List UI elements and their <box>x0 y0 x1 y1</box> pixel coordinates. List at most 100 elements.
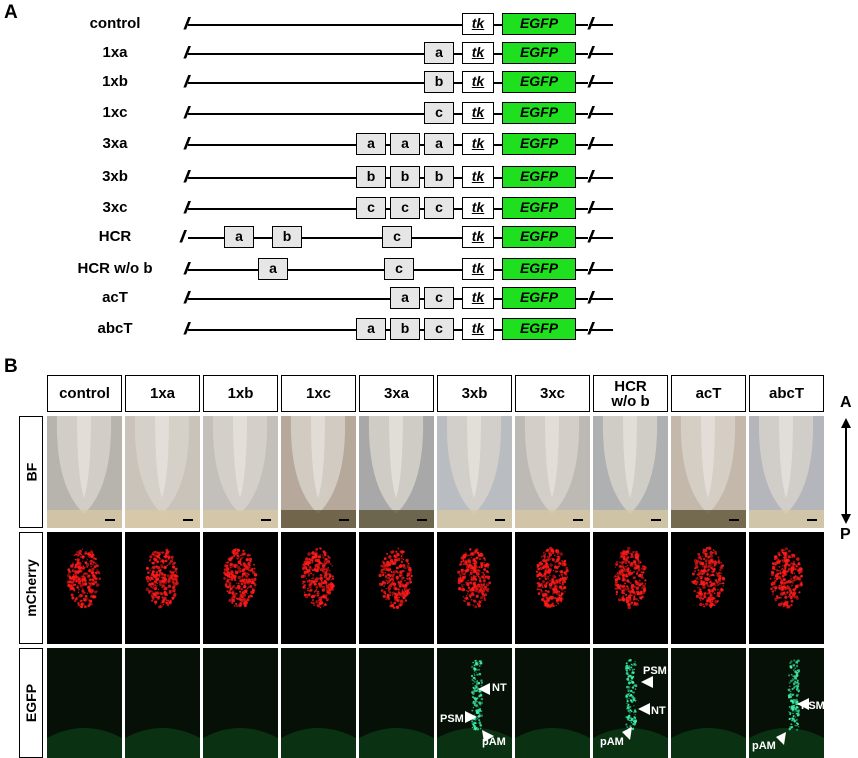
column-header: 3xa <box>359 375 434 412</box>
construct-label: 3xb <box>102 168 128 185</box>
annotation-arrowheads <box>465 676 809 745</box>
arrowhead <box>776 732 786 745</box>
enhancer-element: c <box>424 318 454 340</box>
bf-image <box>749 416 824 528</box>
tk-promoter: tk <box>462 42 494 64</box>
break-mark-left: // <box>184 259 191 279</box>
enhancer-element: c <box>390 197 420 219</box>
tk-promoter: tk <box>462 13 494 35</box>
construct-label: abcT <box>97 320 133 337</box>
construct-row-3xa: 3xa // // a a a tk EGFP <box>0 133 858 157</box>
egfp-gene: EGFP <box>502 166 576 188</box>
break-mark-left: // <box>184 72 191 92</box>
construct-row-1xc: 1xc // // c tk EGFP <box>0 102 858 126</box>
bf-image <box>203 416 278 528</box>
egfp-image <box>515 648 590 758</box>
construct-label: HCR <box>98 228 132 245</box>
break-mark-right: // <box>588 259 595 279</box>
enhancer-element: a <box>424 42 454 64</box>
mcherry-image <box>125 532 200 644</box>
construct-label: HCR w/o b <box>77 260 153 277</box>
construct-row-1xb: 1xb // // b tk EGFP <box>0 71 858 95</box>
tk-promoter: tk <box>462 133 494 155</box>
dna-line <box>188 113 613 115</box>
dna-line <box>188 24 613 26</box>
tk-promoter: tk <box>462 102 494 124</box>
enhancer-element: a <box>424 133 454 155</box>
break-mark-left: // <box>184 43 191 63</box>
arrowhead <box>797 698 809 710</box>
break-mark-left: // <box>184 198 191 218</box>
break-mark-right: // <box>588 134 595 154</box>
construct-label: control <box>89 15 141 32</box>
construct-row-control: control // // tk EGFP <box>0 13 858 37</box>
arrowhead <box>478 683 490 695</box>
bf-image <box>437 416 512 528</box>
column-header: acT <box>671 375 746 412</box>
column-header: control <box>47 375 122 412</box>
anno-psm: PSM <box>440 713 464 725</box>
egfp-gene: EGFP <box>502 71 576 93</box>
mcherry-image <box>749 532 824 644</box>
construct-row-abct: abcT // // a b c tk EGFP <box>0 318 858 342</box>
arrowhead <box>638 703 650 715</box>
column-header: 1xb <box>203 375 278 412</box>
enhancer-element: c <box>424 287 454 309</box>
arrowhead <box>482 730 494 742</box>
egfp-gene: EGFP <box>502 258 576 280</box>
egfp-gene: EGFP <box>502 42 576 64</box>
tk-promoter: tk <box>462 287 494 309</box>
egfp-gene: EGFP <box>502 318 576 340</box>
enhancer-element: a <box>356 133 386 155</box>
egfp-image <box>125 648 200 758</box>
mcherry-image <box>515 532 590 644</box>
enhancer-element: b <box>272 226 302 248</box>
construct-label: 3xa <box>102 135 128 152</box>
break-mark-right: // <box>588 103 595 123</box>
axis-anterior-label: A <box>840 394 852 411</box>
anno-pam: pAM <box>752 740 776 752</box>
construct-label: 1xa <box>102 44 128 61</box>
column-header: HCR w/o b <box>593 375 668 412</box>
bf-image <box>671 416 746 528</box>
mcherry-image <box>203 532 278 644</box>
column-header: 1xa <box>125 375 200 412</box>
panel-a: A control // // tk EGFP 1xa // // a tk E… <box>0 0 858 350</box>
arrowhead <box>465 711 477 723</box>
break-mark-left: // <box>184 14 191 34</box>
enhancer-element: c <box>356 197 386 219</box>
enhancer-element: a <box>258 258 288 280</box>
enhancer-element: c <box>382 226 412 248</box>
break-mark-right: // <box>588 167 595 187</box>
tk-promoter: tk <box>462 226 494 248</box>
construct-label: 3xc <box>102 199 128 216</box>
bf-image <box>125 416 200 528</box>
tk-promoter: tk <box>462 166 494 188</box>
egfp-gene: EGFP <box>502 226 576 248</box>
construct-row-hcr-wo-b: HCR w/o b // // a c tk EGFP <box>0 258 858 282</box>
dna-line <box>188 53 613 55</box>
construct-label: 1xc <box>102 104 128 121</box>
anno-nt: NT <box>651 705 666 717</box>
column-header: 1xc <box>281 375 356 412</box>
enhancer-element: b <box>390 318 420 340</box>
row-header-mcherry: mCherry <box>19 532 43 644</box>
egfp-image <box>203 648 278 758</box>
break-mark-left: // <box>184 288 191 308</box>
break-mark-right: // <box>588 319 595 339</box>
enhancer-element: c <box>424 102 454 124</box>
bf-image <box>593 416 668 528</box>
mcherry-image <box>671 532 746 644</box>
enhancer-element: c <box>424 197 454 219</box>
construct-row-act: acT // // a c tk EGFP <box>0 287 858 311</box>
mcherry-image <box>359 532 434 644</box>
panel-b: B control 1xa 1xb 1xc 3xa 3xb 3xc HCR w/… <box>0 352 858 758</box>
column-header: 3xb <box>437 375 512 412</box>
mcherry-image <box>281 532 356 644</box>
panel-a-letter: A <box>4 2 18 23</box>
egfp-image <box>593 648 668 758</box>
construct-row-3xc: 3xc // // c c c tk EGFP <box>0 197 858 221</box>
column-header: abcT <box>749 375 824 412</box>
bf-image <box>47 416 122 528</box>
break-mark-left: // <box>180 227 187 247</box>
